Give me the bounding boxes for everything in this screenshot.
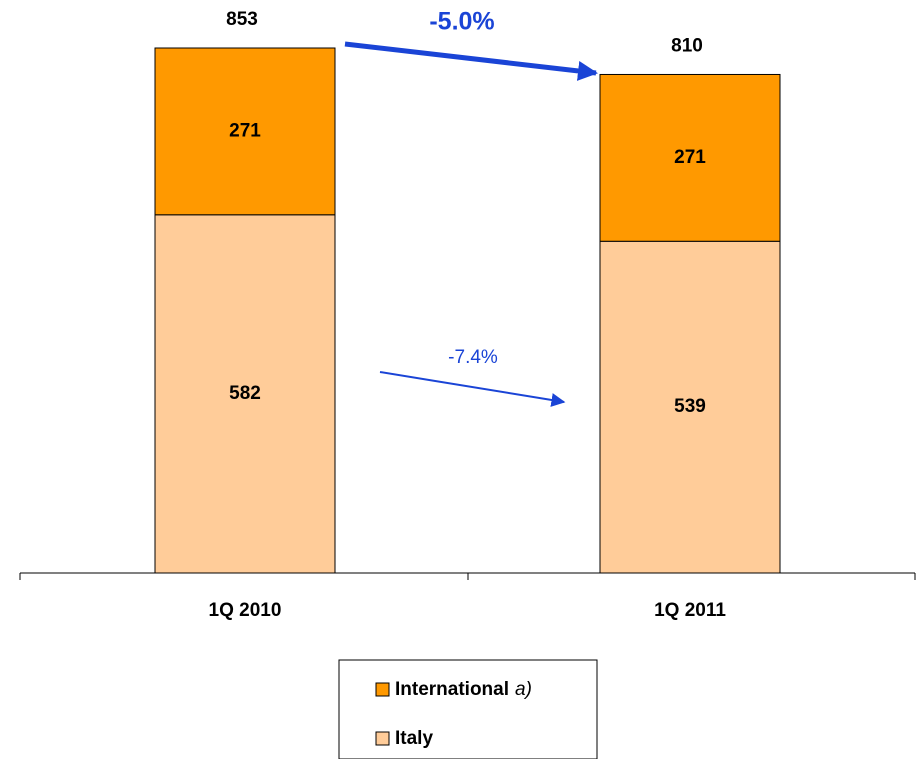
bar-segment [599, 240, 781, 574]
annotation: -7.4% [448, 347, 498, 368]
total-label: 853 [226, 9, 258, 30]
bar-segment [154, 47, 336, 216]
data-label: 582 [229, 383, 261, 404]
x-tick-label: 1Q 2010 [209, 600, 282, 621]
arrow [344, 41, 598, 81]
total-label: 810 [671, 35, 703, 56]
legend-swatch [375, 731, 390, 746]
data-label: 271 [229, 120, 261, 141]
data-label: 539 [674, 396, 706, 417]
legend-swatch [375, 682, 390, 697]
annotation: -5.0% [429, 8, 494, 36]
x-tick-label: 1Q 2011 [654, 600, 726, 621]
arrow [379, 371, 566, 407]
legend-note: a) [515, 679, 532, 700]
data-label: 271 [674, 147, 706, 168]
legend-label: Italy [395, 728, 433, 749]
legend-label: International [395, 679, 509, 700]
bar-segment [154, 214, 336, 574]
bar-segment [599, 73, 781, 242]
